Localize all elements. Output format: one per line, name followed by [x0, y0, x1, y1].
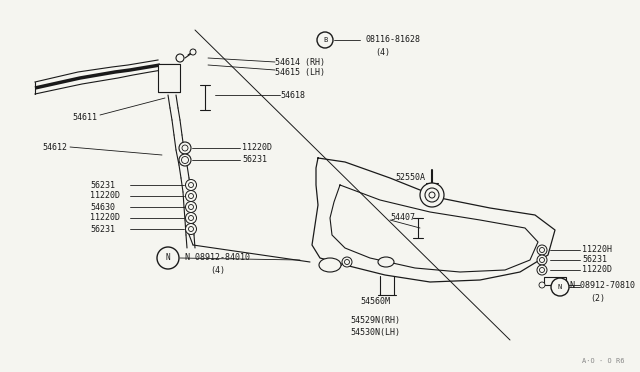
- Text: N: N: [166, 253, 170, 263]
- Circle shape: [420, 183, 444, 207]
- Text: A·O · O R6: A·O · O R6: [582, 358, 625, 364]
- Circle shape: [540, 247, 545, 253]
- Circle shape: [179, 142, 191, 154]
- Circle shape: [190, 49, 196, 55]
- Text: 56231: 56231: [90, 224, 115, 234]
- Circle shape: [540, 267, 545, 273]
- Circle shape: [344, 260, 349, 264]
- Ellipse shape: [319, 258, 341, 272]
- Text: 54529N(RH): 54529N(RH): [350, 315, 400, 324]
- Text: 11220D: 11220D: [90, 214, 120, 222]
- Circle shape: [186, 224, 196, 234]
- Text: 08116-81628: 08116-81628: [365, 35, 420, 45]
- Bar: [158, 64, 180, 92]
- Circle shape: [189, 183, 193, 187]
- Circle shape: [186, 180, 196, 190]
- Text: 52550A: 52550A: [395, 173, 425, 183]
- Text: 11220D: 11220D: [90, 192, 120, 201]
- Circle shape: [425, 188, 439, 202]
- Circle shape: [182, 145, 188, 151]
- Circle shape: [176, 54, 184, 62]
- Circle shape: [537, 265, 547, 275]
- Text: N 08912-84010: N 08912-84010: [185, 253, 250, 263]
- Text: 11220D: 11220D: [582, 266, 612, 275]
- Text: 56231: 56231: [582, 256, 607, 264]
- Bar: [544, 277, 566, 285]
- Circle shape: [540, 257, 545, 263]
- Circle shape: [539, 282, 545, 288]
- Circle shape: [537, 245, 547, 255]
- Text: 56231: 56231: [242, 155, 267, 164]
- Text: 56231: 56231: [90, 180, 115, 189]
- Text: 54614 (RH): 54614 (RH): [275, 58, 325, 67]
- Circle shape: [342, 257, 352, 267]
- Text: N: N: [558, 284, 562, 290]
- Text: 54560M: 54560M: [360, 298, 390, 307]
- Text: 11220D: 11220D: [242, 144, 272, 153]
- Circle shape: [182, 157, 189, 164]
- Circle shape: [551, 278, 569, 296]
- Text: 54630: 54630: [90, 202, 115, 212]
- Circle shape: [186, 190, 196, 202]
- Circle shape: [189, 215, 193, 221]
- Circle shape: [186, 212, 196, 224]
- Text: 11220H: 11220H: [582, 246, 612, 254]
- Circle shape: [189, 227, 193, 231]
- Text: (2): (2): [590, 294, 605, 302]
- Text: 54611: 54611: [72, 113, 97, 122]
- Circle shape: [189, 193, 193, 199]
- Text: (4): (4): [375, 48, 390, 57]
- Text: 54612: 54612: [42, 142, 67, 151]
- Circle shape: [429, 192, 435, 198]
- Ellipse shape: [378, 257, 394, 267]
- Text: B: B: [323, 37, 327, 43]
- Text: 54530N(LH): 54530N(LH): [350, 327, 400, 337]
- Circle shape: [537, 255, 547, 265]
- Circle shape: [186, 202, 196, 212]
- Text: 54615 (LH): 54615 (LH): [275, 68, 325, 77]
- Text: (4): (4): [210, 266, 225, 275]
- Circle shape: [189, 205, 193, 209]
- Text: 54618: 54618: [280, 90, 305, 99]
- Text: N 08912-70810: N 08912-70810: [570, 282, 635, 291]
- Circle shape: [179, 154, 191, 166]
- Text: 54407: 54407: [390, 214, 415, 222]
- Circle shape: [157, 247, 179, 269]
- Circle shape: [317, 32, 333, 48]
